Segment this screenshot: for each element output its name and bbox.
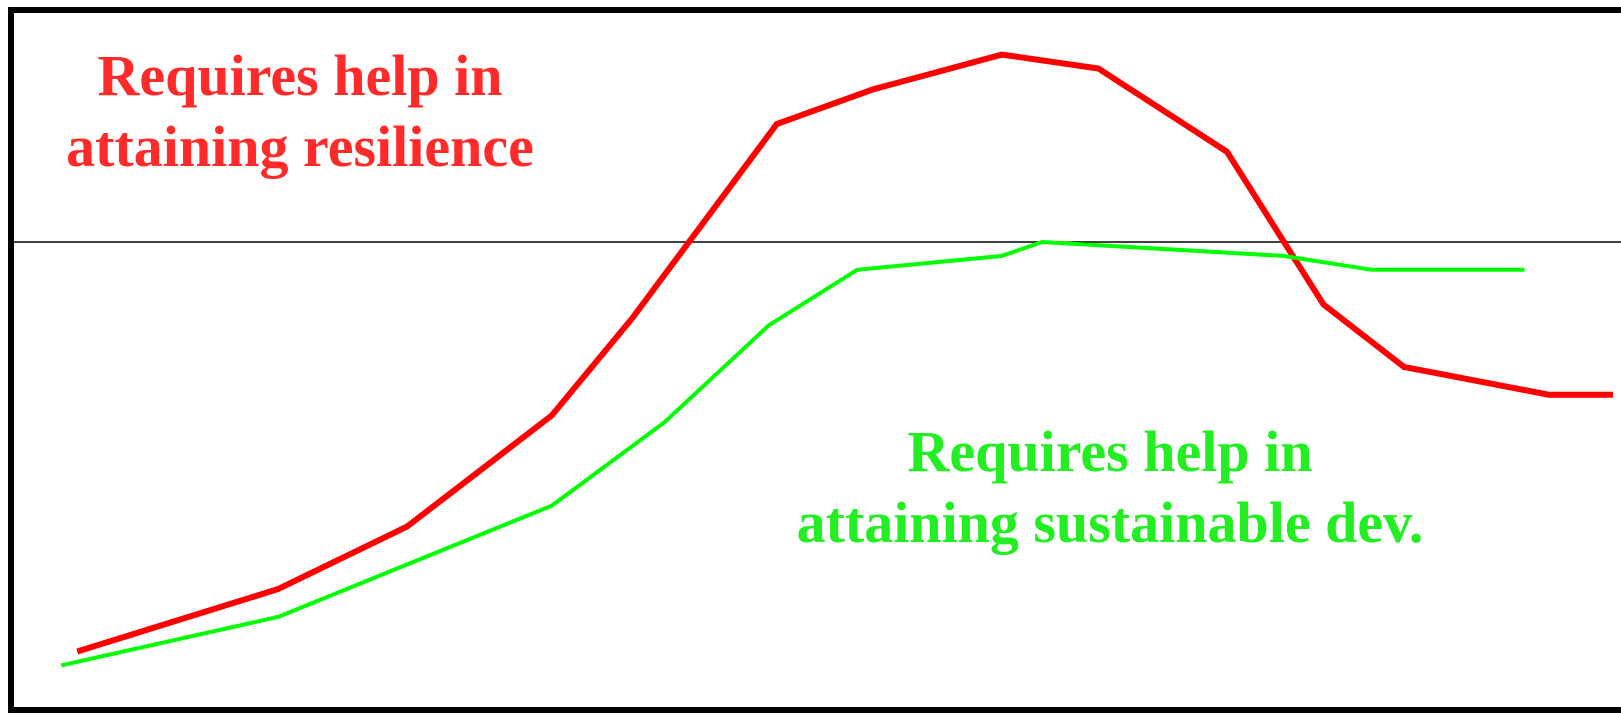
plot-frame xyxy=(8,7,1621,713)
series-line-resilience xyxy=(76,51,1613,655)
annotation-sustainable-line-2: attaining sustainable dev. xyxy=(797,490,1424,555)
annotation-resilience-line-1: Requires help in xyxy=(97,43,502,108)
series-line-sustainable xyxy=(60,239,1525,668)
series-layer xyxy=(60,51,1613,668)
annotation-resilience-line-2: attaining resilience xyxy=(66,114,534,179)
annotation-sustainable-line-1: Requires help in xyxy=(907,419,1312,484)
